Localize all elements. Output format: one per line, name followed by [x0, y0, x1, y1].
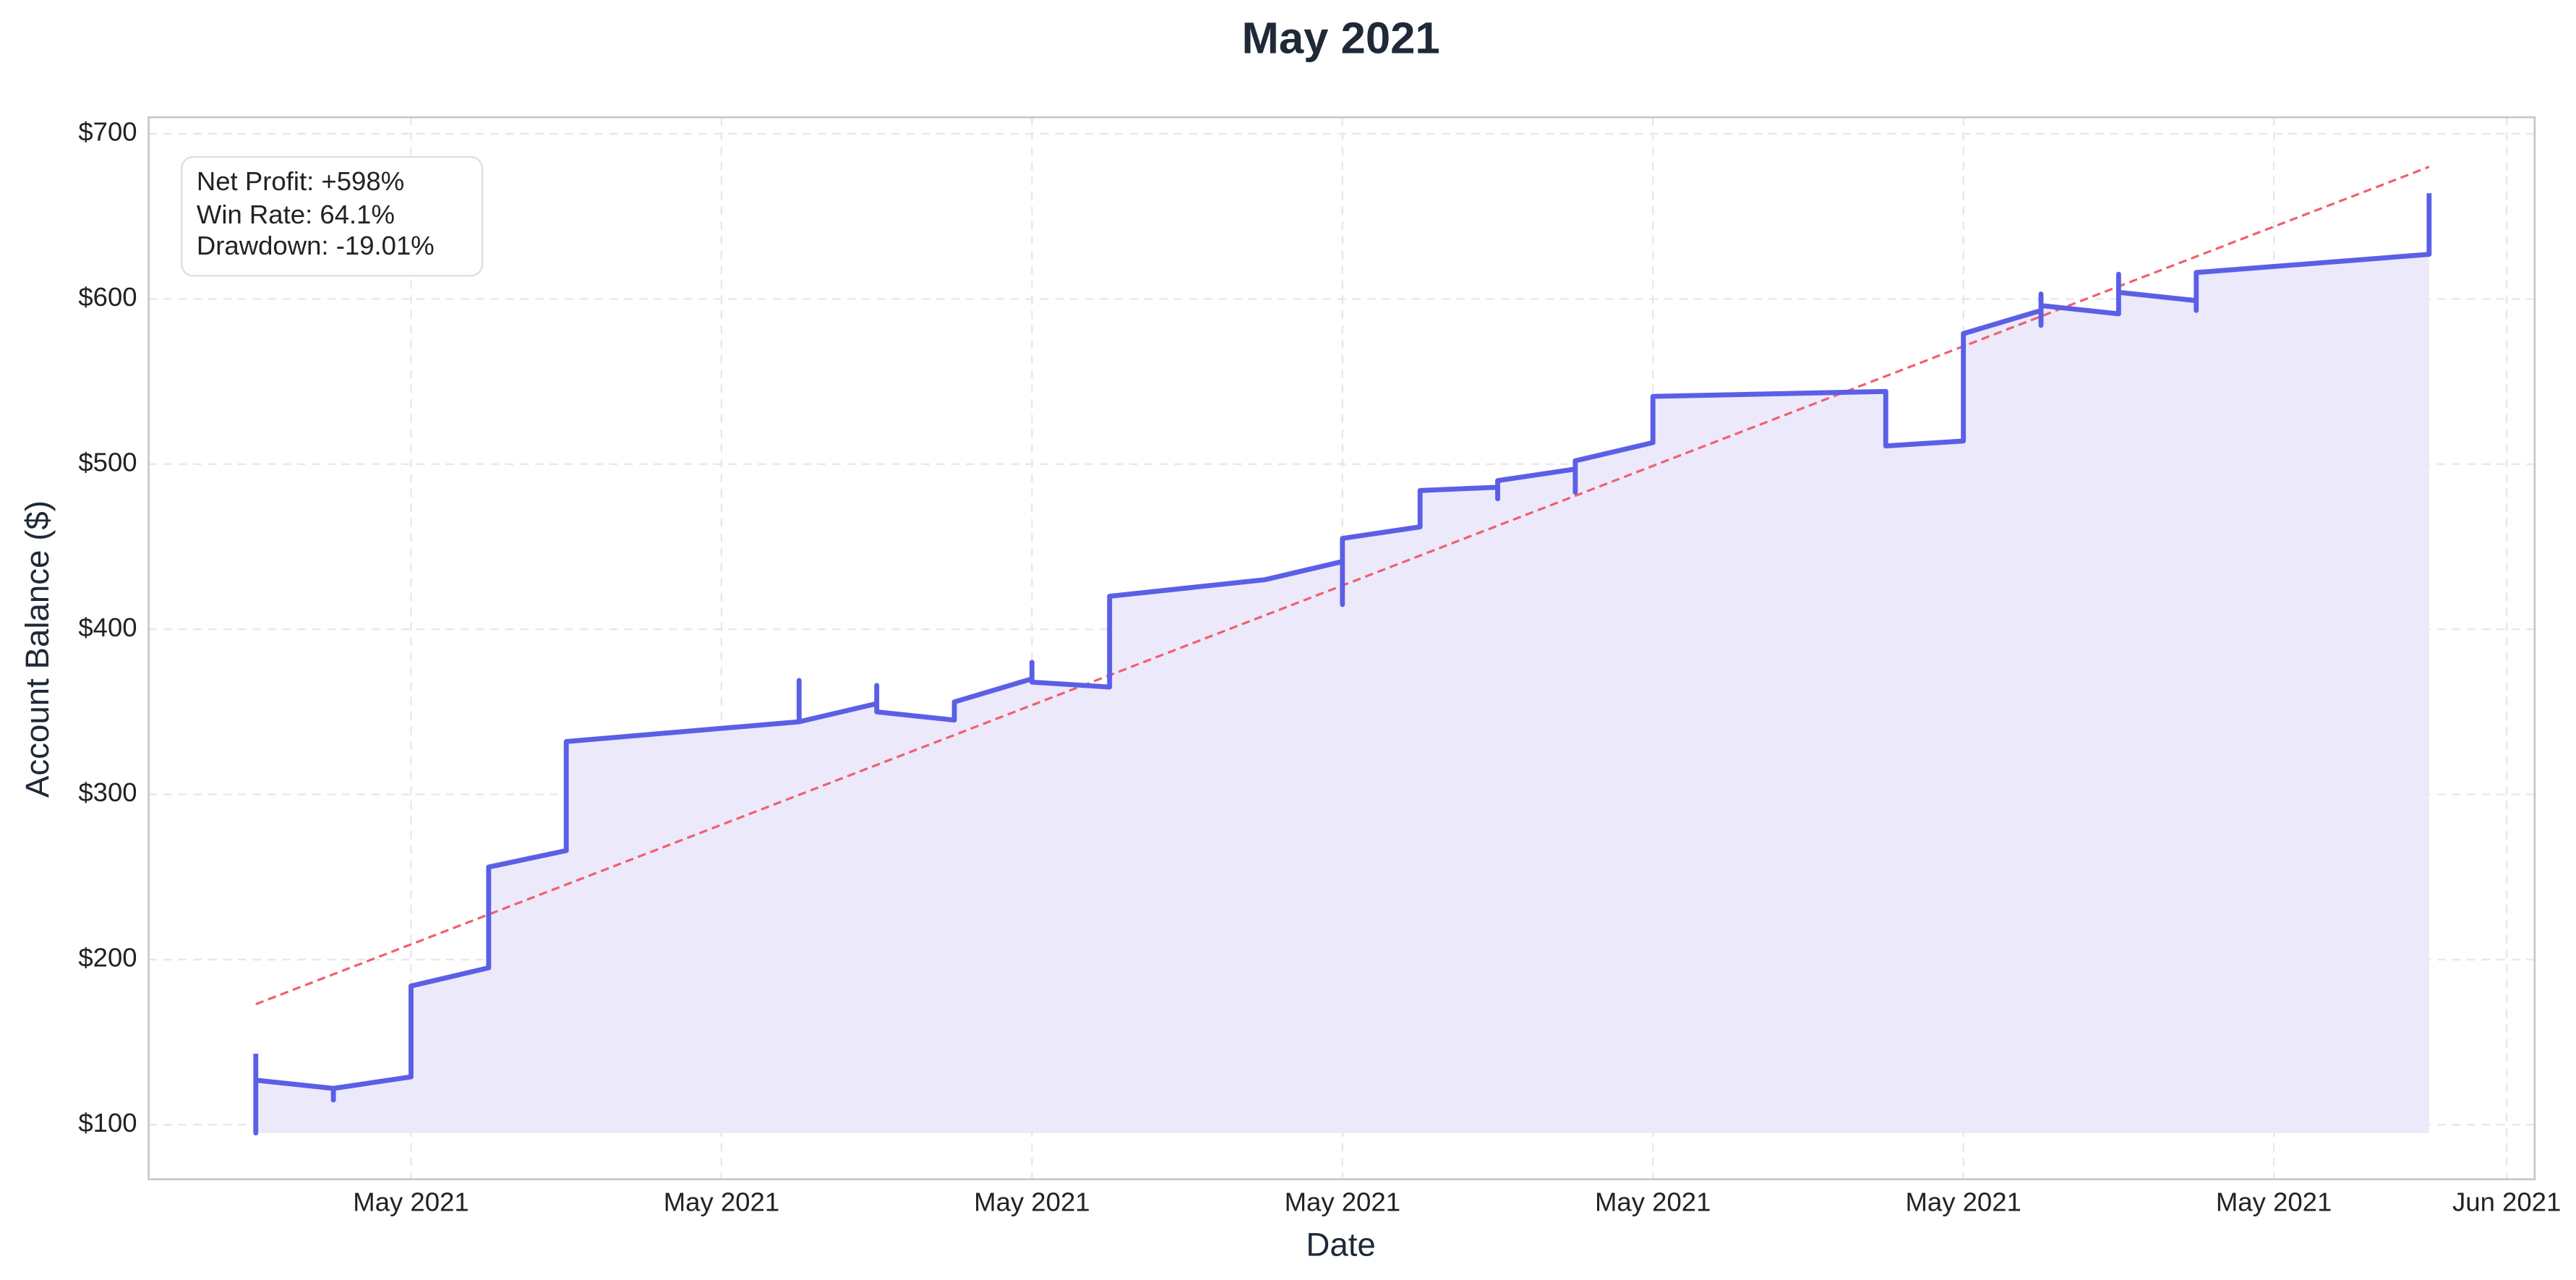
x-tick-label: May 2021	[1285, 1187, 1400, 1217]
x-axis-label: Date	[1306, 1226, 1375, 1263]
x-tick-label: May 2021	[664, 1187, 779, 1217]
annotation: Drawdown: -19.01%	[197, 231, 435, 260]
annotation: Win Rate: 64.1%	[197, 200, 395, 229]
area	[255, 193, 2429, 1133]
y-tick-label: $600	[78, 282, 137, 312]
y-tick-label: $500	[78, 447, 137, 477]
y-tick-label: $300	[78, 777, 137, 807]
y-tick-label: $400	[78, 613, 137, 642]
y-tick-label: $100	[78, 1108, 137, 1138]
x-tick-label: May 2021	[353, 1187, 468, 1217]
annotation-box	[181, 155, 484, 277]
x-tick-label: May 2021	[974, 1187, 1090, 1217]
y-axis-label: Account Balance ($)	[19, 500, 56, 798]
plot-frame	[147, 116, 2536, 1181]
y-tick-label: $200	[78, 943, 137, 973]
balance-line	[253, 193, 2432, 1136]
x-tick-label: May 2021	[2216, 1187, 2332, 1217]
annotation: Net Profit: +598%	[197, 166, 404, 196]
x-tick-label: May 2021	[1905, 1187, 2021, 1217]
y-tick-label: $700	[78, 117, 137, 147]
x-tick-label: Jun 2021	[2452, 1187, 2561, 1217]
chart-title: May 2021	[1241, 13, 1439, 63]
marks	[253, 166, 2432, 1136]
x-tick-label: May 2021	[1595, 1187, 1711, 1217]
